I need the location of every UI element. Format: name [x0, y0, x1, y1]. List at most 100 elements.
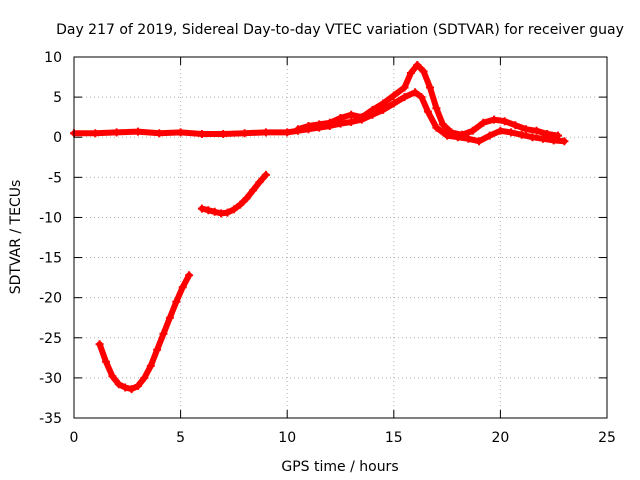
data-point [379, 99, 388, 108]
data-point [95, 340, 104, 349]
data-point [464, 134, 473, 143]
data-point [242, 194, 251, 203]
data-point [140, 373, 149, 382]
data-point [261, 128, 270, 137]
data-point [432, 104, 441, 113]
data-point [146, 361, 155, 370]
data-point [389, 91, 398, 100]
data-point [283, 128, 292, 137]
y-tick-label: 5 [53, 90, 62, 106]
data-point [357, 113, 366, 122]
data-point [507, 128, 516, 137]
data-point [159, 329, 168, 338]
data-point [554, 131, 562, 140]
data-point [336, 114, 345, 122]
data-point [304, 122, 313, 130]
x-tick-label: 25 [598, 430, 616, 446]
y-tick-label: -25 [39, 331, 62, 347]
data-point [155, 129, 164, 138]
data-point [528, 133, 537, 142]
y-tick-label: 10 [44, 50, 62, 66]
data-point [204, 206, 213, 215]
plot-frame [73, 56, 608, 419]
data-point [108, 372, 117, 381]
series-layer [70, 61, 569, 394]
data-point [511, 121, 520, 130]
data-point [468, 126, 477, 135]
data-point [325, 118, 334, 127]
data-point [172, 297, 181, 306]
axis-tick-labels: 0 5 10 15 20 25 -35 -30 -25 -20 -15 -10 -5 0 5 10 [39, 50, 616, 446]
y-tick-label: 0 [53, 130, 62, 146]
x-tick-label: 0 [70, 430, 79, 446]
data-point [443, 131, 452, 140]
y-tick-label: -30 [39, 371, 62, 387]
y-tick-label: -5 [48, 170, 62, 186]
data-point [368, 105, 377, 114]
data-point [223, 208, 232, 217]
data-point [315, 120, 324, 129]
data-point [485, 131, 494, 140]
data-point [560, 137, 569, 146]
y-tick-label: -10 [39, 210, 62, 226]
data-point [438, 120, 447, 129]
grid-lines [74, 57, 607, 418]
data-point [210, 207, 219, 216]
data-point [411, 88, 420, 97]
y-tick-label: -35 [39, 411, 62, 427]
data-point [532, 126, 541, 135]
data-point [127, 385, 136, 394]
data-point [522, 125, 530, 134]
x-tick-label: 20 [491, 430, 509, 446]
x-tick-label: 15 [385, 430, 403, 446]
data-point [134, 127, 142, 136]
data-point [112, 128, 121, 137]
data-point [261, 170, 270, 179]
x-axis-label: GPS time / hours [281, 459, 398, 475]
data-point [432, 123, 441, 132]
data-point [165, 313, 174, 322]
data-point [293, 125, 302, 134]
data-point [197, 204, 206, 213]
data-point [426, 83, 434, 92]
series-line [294, 62, 561, 139]
data-point [229, 205, 238, 214]
chart-title: Day 217 of 2019, Sidereal Day-to-day VTE… [56, 22, 624, 38]
data-point [185, 271, 194, 280]
data-point [153, 345, 162, 354]
data-point [219, 130, 228, 138]
data-point [400, 83, 409, 92]
data-point [479, 118, 488, 127]
data-point [102, 357, 110, 366]
data-point [500, 117, 509, 126]
data-point [114, 380, 123, 389]
y-axis-label: SDTVAR / TECUs [8, 180, 24, 295]
data-point [517, 130, 526, 139]
data-point [458, 130, 466, 139]
data-point [178, 283, 187, 292]
data-point [389, 99, 398, 108]
data-point [406, 69, 415, 77]
data-point [447, 128, 456, 137]
data-point [121, 383, 130, 392]
data-point [347, 118, 356, 126]
x-tick-label: 10 [278, 430, 296, 446]
axis-ticks [73, 56, 608, 419]
data-point [490, 115, 498, 124]
data-point [417, 93, 426, 102]
data-point [475, 137, 484, 146]
data-point [400, 93, 409, 102]
data-point [419, 67, 428, 76]
data-point [539, 134, 547, 143]
data-point [249, 186, 258, 195]
y-tick-label: -20 [39, 291, 62, 307]
y-tick-label: -15 [39, 251, 62, 267]
data-point [496, 126, 505, 135]
data-point [255, 178, 264, 187]
data-point [236, 200, 245, 209]
data-point [91, 129, 100, 138]
data-point [134, 381, 142, 390]
x-tick-label: 5 [176, 430, 185, 446]
data-point [543, 130, 552, 138]
